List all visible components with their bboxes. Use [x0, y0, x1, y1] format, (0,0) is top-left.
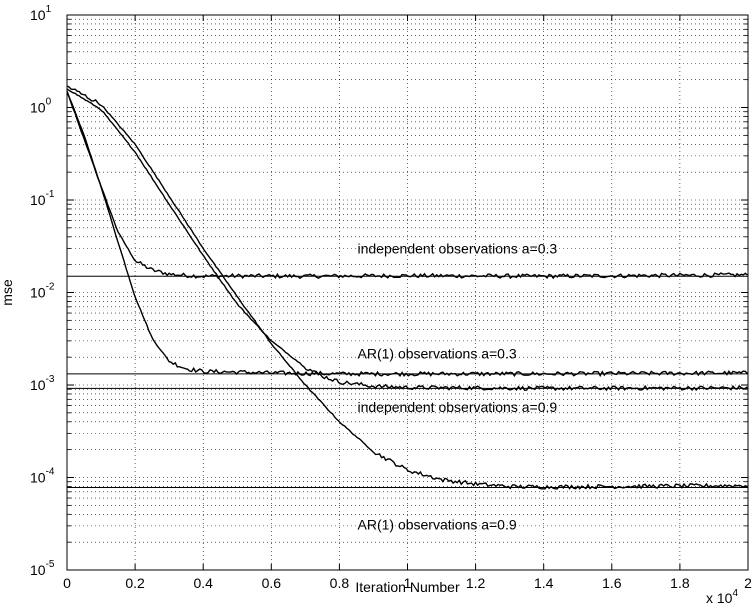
x-tick-label: 1.6: [602, 575, 622, 591]
series-line: [66, 90, 748, 280]
series-line: [66, 88, 748, 392]
x-tick-label: 2: [744, 575, 752, 591]
x-tick-label: 0.6: [262, 575, 282, 591]
x-tick-label: 1.2: [466, 575, 486, 591]
series-annotation: independent observations a=0.9: [358, 399, 558, 415]
y-tick-label: 10-4: [30, 467, 55, 486]
x-tick-label: 1: [404, 575, 412, 591]
x-axis-label: Iteration Number: [355, 579, 460, 595]
series-annotation: independent observations a=0.3: [358, 240, 558, 256]
y-axis-label: mse: [0, 279, 15, 306]
y-tick-label: 10-1: [30, 189, 55, 208]
series-annotation: AR(1) observations a=0.3: [358, 345, 517, 361]
x-multiplier-base: x 10: [706, 590, 733, 606]
y-tick-label: 10-3: [30, 374, 55, 393]
series-line: [66, 91, 748, 378]
x-tick-label: 1.4: [534, 575, 554, 591]
y-tick-label: 101: [30, 4, 52, 23]
grid: [67, 15, 748, 570]
series-line: [66, 85, 748, 490]
x-tick-label: 0.8: [330, 575, 350, 591]
x-tick-label: 0.4: [193, 575, 213, 591]
series-group: [66, 85, 748, 490]
y-tick-label: 100: [30, 97, 52, 116]
series-annotation: AR(1) observations a=0.9: [358, 517, 517, 533]
x-tick-label: 0: [63, 575, 71, 591]
y-tick-label: 10-2: [30, 282, 55, 301]
ticks: 0 0.2 0.4 0.6 0.8 1 1.2 1.4 1.6 1.8 2 10-5 10-4 10-3 1…: [30, 4, 752, 591]
x-multiplier-exponent: 4: [732, 588, 738, 599]
annotations: independent observations a=0.3 AR(1) obse…: [358, 240, 558, 532]
x-multiplier-label: x 104: [706, 588, 738, 606]
x-tick-label: 1.8: [670, 575, 690, 591]
y-tick-label: 10-5: [30, 559, 55, 578]
x-tick-label: 0.2: [125, 575, 145, 591]
